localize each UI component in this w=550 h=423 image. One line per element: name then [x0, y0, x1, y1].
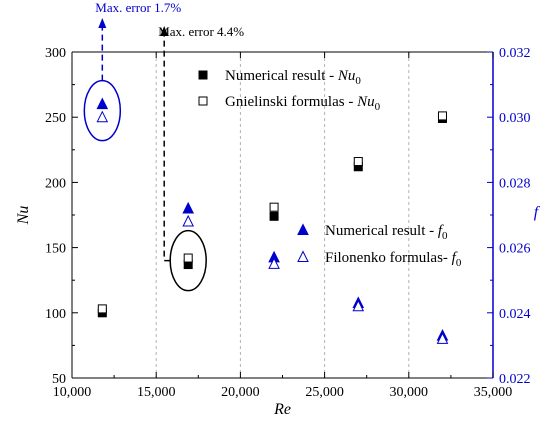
grid-lines	[155, 52, 410, 378]
error-arrowhead-nu	[160, 26, 169, 36]
y-left-tick-label: 50	[52, 372, 66, 387]
y-left-tick-label: 100	[45, 307, 66, 322]
x-tick-label: 35,000	[474, 385, 513, 400]
error-label-nu: Max. error 4.4%	[158, 24, 244, 39]
x-axis-label: Re	[273, 401, 291, 418]
y-right-tick-label: 0.028	[499, 176, 531, 191]
legend-label: Filonenko formulas- f0	[325, 250, 462, 269]
legend: Numerical result - Nu0 Gnielinski formula…	[198, 68, 462, 269]
axis-ticks: 10,000 15,000 20,000 25,000 30,000 35,000 50 10…	[45, 46, 531, 400]
x-tick-label: 15,000	[137, 385, 176, 400]
data-point	[269, 202, 279, 212]
legend-marker	[198, 96, 208, 106]
data-point	[96, 97, 109, 110]
data-point	[183, 253, 193, 263]
x-tick-label: 25,000	[305, 385, 344, 400]
annotations: Max. error 1.7% Max. error 4.4%	[83, 0, 244, 292]
y-left-tick-label: 200	[45, 176, 66, 191]
y-right-tick-label: 0.026	[499, 242, 531, 257]
data-point	[437, 111, 447, 121]
y-axis-label-left: Nu	[15, 206, 32, 226]
y-right-tick-label: 0.030	[499, 111, 531, 126]
y-left-tick-label: 300	[45, 46, 66, 61]
legend-label: Gnielinski formulas - Nu0	[225, 94, 381, 113]
x-tick-label: 20,000	[221, 385, 260, 400]
y-axis-label-right: f	[534, 204, 541, 221]
data-point	[182, 214, 195, 227]
y-right-tick-label: 0.022	[499, 372, 531, 387]
data-point	[353, 157, 363, 167]
y-left-tick-label: 150	[45, 242, 66, 257]
x-tick-label: 30,000	[390, 385, 429, 400]
y-left-tick-label: 250	[45, 111, 66, 126]
x-tick-label: 10,000	[53, 385, 92, 400]
legend-marker	[297, 223, 309, 235]
data-point	[182, 201, 195, 214]
legend-label: Numerical result - f0	[325, 223, 448, 242]
legend-marker	[198, 70, 208, 80]
legend-label: Numerical result - Nu0	[225, 68, 361, 87]
data-point	[269, 211, 279, 221]
error-label-f: Max. error 1.7%	[95, 0, 181, 15]
data-marks	[96, 97, 449, 344]
data-point	[96, 110, 109, 123]
data-point	[268, 257, 280, 269]
error-arrowhead-f	[98, 18, 107, 28]
y-right-tick-label: 0.032	[499, 46, 531, 61]
y-right-tick-label: 0.024	[499, 307, 531, 322]
data-point	[352, 299, 365, 312]
error-arrow-nu	[163, 36, 171, 262]
legend-marker	[297, 250, 309, 262]
data-point	[97, 304, 107, 314]
data-point	[436, 332, 449, 344]
